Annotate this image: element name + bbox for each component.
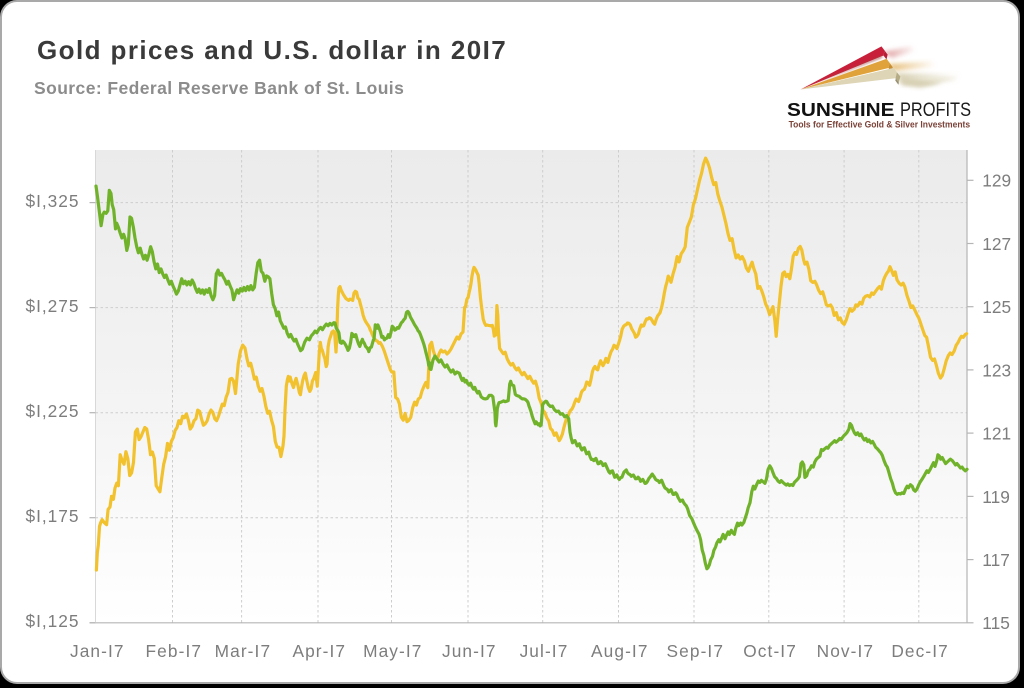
svg-text:Oct-I7: Oct-I7 xyxy=(743,641,797,661)
svg-text:Jan-I7: Jan-I7 xyxy=(70,641,125,661)
svg-text:SUNSHINE: SUNSHINE xyxy=(787,99,895,120)
svg-text:125: 125 xyxy=(982,297,1011,317)
svg-text:Dec-I7: Dec-I7 xyxy=(891,641,949,661)
svg-text:129: 129 xyxy=(982,171,1011,191)
svg-text:$I,125: $I,125 xyxy=(25,611,79,631)
svg-text:Mar-I7: Mar-I7 xyxy=(215,641,272,661)
svg-text:123: 123 xyxy=(982,360,1011,380)
svg-text:$I,225: $I,225 xyxy=(25,401,79,421)
svg-text:$I,325: $I,325 xyxy=(25,191,79,211)
svg-text:119: 119 xyxy=(982,487,1010,507)
svg-text:Sep-I7: Sep-I7 xyxy=(667,641,725,661)
svg-text:127: 127 xyxy=(982,234,1011,254)
svg-text:Jun-I7: Jun-I7 xyxy=(442,641,497,661)
svg-text:Tools for Effective Gold & Sil: Tools for Effective Gold & Silver Invest… xyxy=(789,120,971,130)
svg-text:121: 121 xyxy=(982,424,1011,444)
svg-text:Jul-I7: Jul-I7 xyxy=(520,641,569,661)
svg-text:Aug-I7: Aug-I7 xyxy=(591,641,649,661)
svg-text:117: 117 xyxy=(982,550,1010,570)
svg-text:Nov-I7: Nov-I7 xyxy=(817,641,875,661)
svg-text:PROFITS: PROFITS xyxy=(900,100,971,121)
svg-text:May-I7: May-I7 xyxy=(363,641,422,661)
svg-text:Feb-I7: Feb-I7 xyxy=(146,641,203,661)
svg-text:115: 115 xyxy=(982,613,1010,633)
svg-text:Apr-I7: Apr-I7 xyxy=(292,641,346,661)
svg-text:$I,175: $I,175 xyxy=(25,506,79,526)
svg-text:$I,275: $I,275 xyxy=(25,296,79,316)
